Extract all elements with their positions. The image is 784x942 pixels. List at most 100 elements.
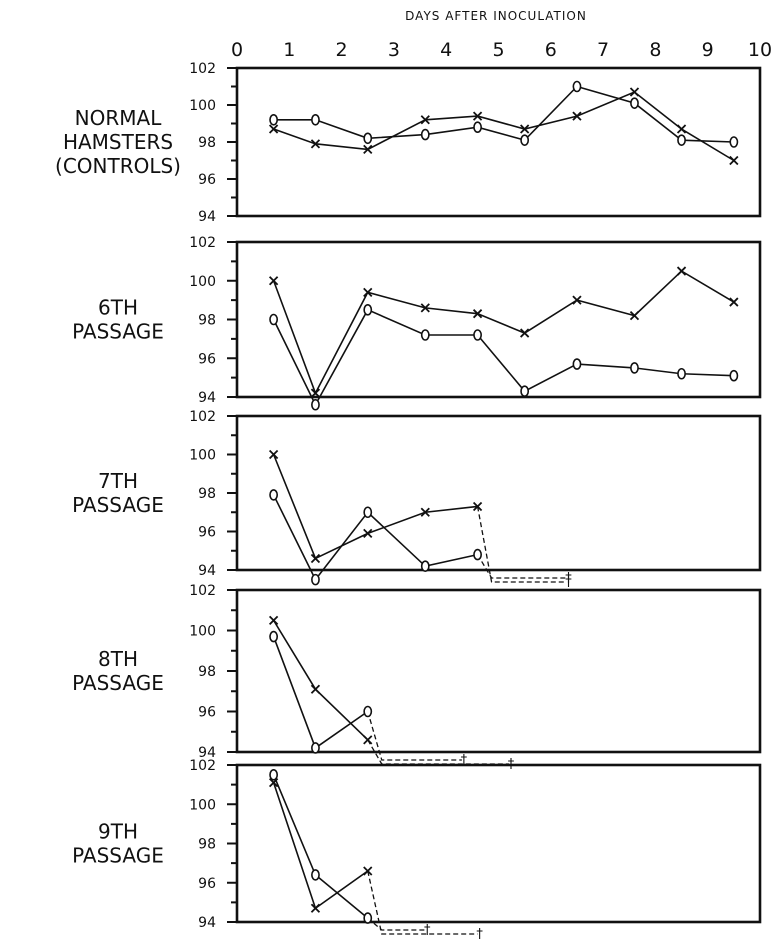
series-line	[272, 774, 369, 919]
data-point-circle	[269, 313, 279, 326]
y-tick-label: 100	[189, 624, 216, 640]
y-tick-label: 94	[198, 745, 216, 761]
death-marker: †	[424, 923, 431, 938]
panels: NORMALHAMSTERS(CONTROLS)1021009896946THP…	[55, 61, 762, 942]
panel-label: 7TH	[98, 469, 138, 493]
data-point-circle	[473, 548, 482, 561]
series-line	[273, 85, 734, 143]
y-tick-label: 100	[189, 448, 216, 464]
death-marker: †	[565, 575, 572, 590]
panel-label: NORMAL	[75, 106, 163, 130]
series-line	[272, 308, 734, 407]
data-point-circle	[420, 560, 430, 572]
series-line	[272, 636, 369, 750]
y-tick-label: 100	[189, 797, 216, 813]
y-tick-label: 96	[198, 705, 216, 721]
data-point-circle	[630, 362, 639, 374]
data-point-cross	[729, 297, 739, 307]
data-point-cross	[363, 144, 373, 155]
data-point-cross	[472, 309, 483, 319]
panel-label: PASSAGE	[72, 320, 164, 344]
panel-label: 9TH	[98, 820, 138, 844]
data-point-cross	[676, 266, 687, 276]
data-point-circle	[363, 132, 373, 145]
data-point-circle	[572, 358, 582, 370]
data-point-circle	[630, 97, 639, 109]
y-tick-label: 94	[198, 209, 216, 225]
x-tick-label: 8	[649, 39, 661, 61]
data-point-cross	[629, 310, 640, 321]
y-tick-label: 102	[189, 583, 216, 599]
y-tick-label: 100	[189, 98, 216, 114]
data-point-cross	[472, 501, 483, 512]
data-point-cross	[310, 553, 321, 564]
y-tick-label: 94	[198, 915, 216, 931]
data-point-circle	[311, 398, 320, 411]
series-line	[272, 782, 369, 910]
y-tick-label: 100	[189, 274, 216, 290]
y-tick-label: 96	[198, 172, 216, 188]
death-dashed-line	[476, 506, 567, 583]
data-point-circle	[473, 121, 482, 133]
panel-frame	[235, 763, 762, 924]
series-line	[272, 270, 735, 396]
data-point-cross	[363, 528, 373, 539]
x-tick-label: 5	[492, 39, 504, 61]
data-point-cross	[729, 155, 739, 166]
data-point-cross	[310, 684, 321, 694]
panel-label: PASSAGE	[72, 493, 164, 517]
series-line	[272, 494, 478, 582]
x-tick-label: 9	[702, 39, 714, 61]
death-marker: †	[476, 927, 483, 942]
x-tick-label: 2	[336, 39, 348, 61]
death-dashed-line	[367, 870, 478, 935]
data-point-cross	[363, 866, 373, 876]
x-tick-label: 7	[597, 39, 609, 61]
x-tick-label: 10	[748, 39, 772, 61]
data-point-circle	[269, 489, 279, 501]
data-point-cross	[572, 295, 582, 305]
death-dashed-line	[367, 917, 426, 931]
x-tick-label: 4	[440, 39, 452, 61]
y-tick-label: 102	[189, 235, 216, 251]
data-point-cross	[363, 287, 373, 298]
y-tick-label: 96	[198, 525, 216, 541]
data-point-circle	[311, 114, 320, 126]
data-point-circle	[269, 769, 279, 781]
data-point-cross	[520, 328, 530, 338]
data-point-cross	[420, 507, 430, 517]
x-tick-label: 0	[231, 39, 243, 61]
data-point-cross	[268, 615, 279, 626]
data-point-circle	[269, 114, 279, 126]
x-axis-title: DAYS AFTER INOCULATION	[405, 9, 587, 23]
data-point-cross	[310, 903, 321, 913]
y-tick-label: 98	[198, 486, 216, 502]
y-tick-label: 98	[198, 313, 216, 329]
y-tick-label: 94	[198, 390, 216, 406]
y-tick-label: 96	[198, 351, 216, 367]
panel-label: (CONTROLS)	[55, 154, 181, 178]
death-dashed-line	[477, 554, 567, 579]
data-point-circle	[520, 385, 530, 397]
series-line	[272, 454, 478, 560]
death-dashed-line	[367, 711, 462, 761]
data-point-circle	[311, 573, 320, 586]
x-tick-label: 3	[388, 39, 400, 61]
y-tick-label: 94	[198, 563, 216, 579]
data-point-circle	[363, 705, 373, 718]
data-point-cross	[310, 139, 321, 149]
y-tick-label: 102	[189, 758, 216, 774]
data-point-circle	[677, 367, 686, 380]
data-point-cross	[520, 124, 530, 134]
panel-label: 6TH	[98, 296, 138, 320]
data-point-circle	[363, 912, 373, 924]
panel-label: PASSAGE	[72, 671, 164, 695]
data-point-cross	[420, 115, 430, 125]
data-point-cross	[268, 449, 279, 460]
data-point-circle	[572, 80, 582, 93]
